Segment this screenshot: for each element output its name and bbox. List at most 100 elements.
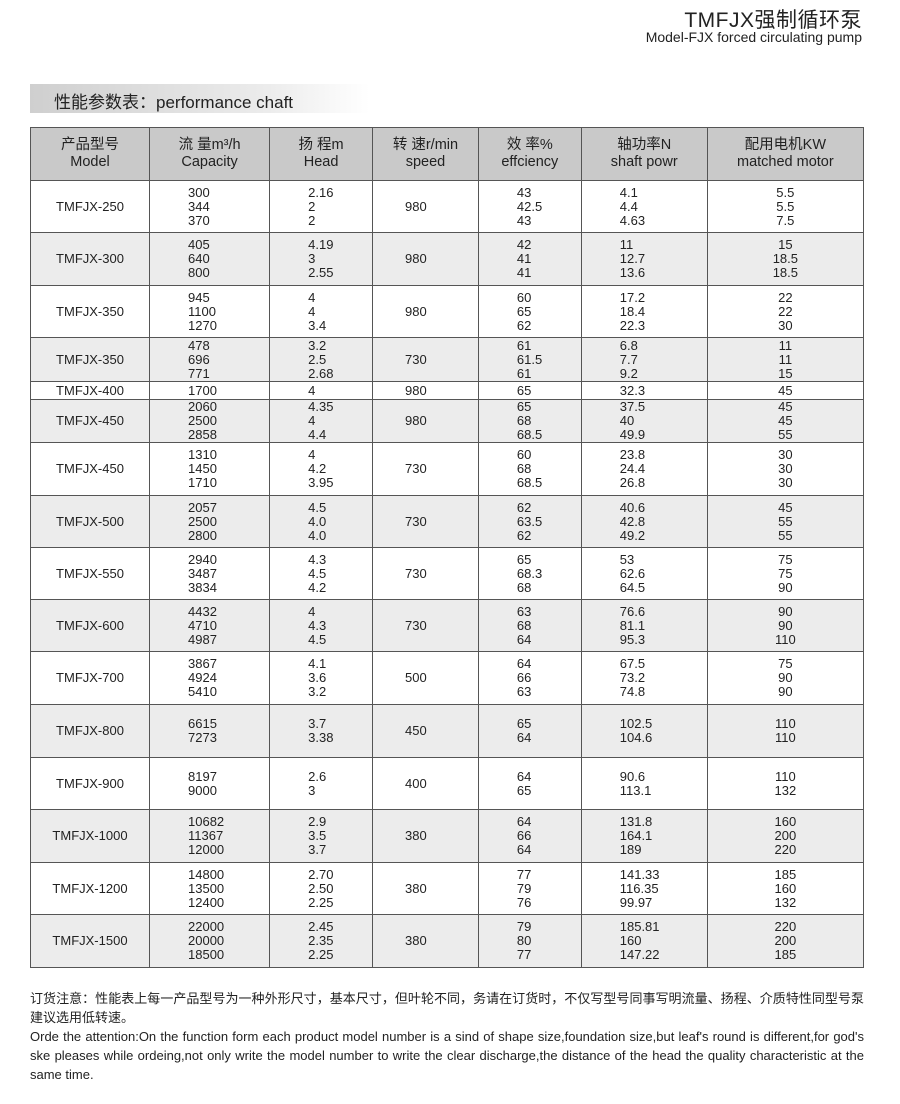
- cell-value: 7.5: [776, 212, 795, 228]
- cell-value: 800: [188, 265, 210, 280]
- cell-value: 62: [516, 499, 532, 515]
- speed-value: 500: [405, 670, 427, 685]
- cell-value: 15: [778, 365, 793, 381]
- cell-value: 12400: [188, 894, 225, 910]
- model-name: TMFJX-1000: [52, 828, 128, 843]
- cell-value: 95.3: [619, 631, 646, 647]
- cell-value: 68: [516, 579, 532, 595]
- column-header: 扬 程m Head: [269, 127, 373, 181]
- cell-value: 1270: [188, 317, 217, 333]
- shaft-power-cell: 76.6 81.1 95.3: [580, 599, 708, 652]
- motor-cell: 75 90 90: [706, 651, 865, 705]
- model-name: TMFJX-450: [56, 413, 124, 428]
- cell-value: 4.63: [619, 212, 646, 228]
- speed-cell: 980: [372, 399, 479, 443]
- model-cell: TMFJX-300: [30, 232, 150, 286]
- speed-value: 730: [405, 351, 427, 367]
- efficiency-cell: 63 68 64: [477, 599, 582, 652]
- cell-value: 12000: [188, 842, 225, 857]
- table-row: TMFJX-250 300 344 370 2.16 2 2 980 43 42.5 43 4.1 4.…: [30, 180, 865, 233]
- cell-value: 7273: [188, 730, 217, 745]
- table-row: TMFJX-700 3867 4924 5410 4.1 3.6 3.2 500 64 66 63 6…: [30, 651, 865, 705]
- cell-value: 200: [774, 933, 797, 948]
- shaft-power-cell: 37.5 40 49.9: [580, 399, 708, 443]
- cell-value: 90.6: [619, 768, 646, 784]
- efficiency-cell: 64 66 63: [477, 651, 582, 705]
- cell-value: 8197: [188, 768, 217, 784]
- efficiency-cell: 65 68.3 68: [477, 547, 582, 600]
- section-banner: 性能参数表：performance chaft: [30, 84, 370, 113]
- cell-value: 4.5: [308, 565, 327, 581]
- shaft-power-cell: 141.33 116.35 99.97: [580, 862, 708, 915]
- cell-value: 2.25: [308, 947, 334, 962]
- shaft-power-cell: 40.6 42.8 49.2: [580, 495, 708, 548]
- page-title: TMFJX强制循环泵: [684, 9, 862, 32]
- head-cell: 2.16 2 2: [269, 180, 373, 233]
- cell-value: 64: [516, 814, 532, 829]
- cell-value: 2.50: [308, 880, 334, 896]
- cell-value: 113.1: [619, 782, 652, 798]
- cell-value: 110: [774, 768, 796, 784]
- capacity-cell: 2060 2500 2858: [148, 399, 271, 443]
- cell-value: 26.8: [619, 475, 646, 490]
- cell-value: 344: [188, 198, 210, 214]
- cell-value: 104.6: [619, 730, 653, 745]
- cell-value: 64: [516, 631, 532, 647]
- model-name: TMFJX-800: [56, 723, 124, 738]
- shaft-power-cell: 67.5 73.2 74.8: [580, 651, 708, 705]
- cell-value: 62: [516, 527, 532, 543]
- capacity-cell: 405 640 800: [148, 232, 271, 286]
- model-name: TMFJX-400: [56, 382, 124, 398]
- cell-value: 110: [774, 730, 796, 745]
- cell-value: 24.4: [619, 461, 646, 476]
- column-header: 轴功率N shaft powr: [580, 127, 708, 181]
- cell-value: 14800: [188, 866, 225, 882]
- cell-value: 1310: [188, 447, 217, 462]
- cell-value: 11367: [188, 828, 224, 843]
- notice-en: Orde the attention:On the function form …: [30, 1029, 864, 1082]
- cell-value: 160: [774, 880, 797, 896]
- cell-value: 60: [516, 289, 532, 305]
- column-header-en: shaft powr: [610, 154, 678, 170]
- shaft-power-cell: 23.8 24.4 26.8: [580, 442, 708, 496]
- cell-value: 68.5: [516, 475, 543, 490]
- cell-value: 43: [516, 212, 532, 228]
- cell-value: 4.4: [308, 427, 327, 442]
- speed-cell: 730: [372, 599, 479, 652]
- speed-cell: 380: [372, 862, 479, 915]
- cell-value: 4.1: [308, 656, 327, 671]
- cell-value: 49.9: [619, 427, 646, 442]
- cell-value: 55: [778, 513, 793, 529]
- cell-value: 75: [778, 656, 793, 671]
- cell-value: 2940: [188, 551, 217, 567]
- model-name: TMFJX-250: [56, 198, 124, 214]
- shaft-power-cell: 131.8 164.1 189: [580, 809, 708, 863]
- model-name: TMFJX-550: [56, 565, 124, 581]
- cell-value: 2.70: [308, 866, 334, 882]
- model-cell: TMFJX-700: [30, 651, 150, 705]
- cell-value: 61: [516, 337, 532, 353]
- shaft-power-cell: 4.1 4.4 4.63: [580, 180, 708, 233]
- motor-cell: 45 45 55: [706, 399, 865, 443]
- speed-cell: 380: [372, 809, 479, 863]
- cell-value: 3.7: [308, 842, 327, 857]
- cell-value: 2.35: [308, 933, 334, 948]
- cell-value: 2: [308, 198, 316, 214]
- cell-value: 32.3: [619, 382, 646, 398]
- cell-value: 220: [774, 842, 797, 857]
- cell-value: 4.3: [308, 551, 327, 567]
- efficiency-cell: 64 65: [477, 757, 582, 810]
- cell-value: 18500: [188, 947, 225, 962]
- cell-value: 64: [516, 768, 532, 784]
- cell-value: 68: [516, 413, 532, 428]
- cell-value: 132: [774, 894, 797, 910]
- cell-value: 66: [516, 670, 532, 685]
- cell-value: 41: [516, 265, 532, 280]
- cell-value: 30: [778, 447, 793, 462]
- speed-cell: 380: [372, 914, 479, 968]
- motor-cell: 160 200 220: [706, 809, 865, 863]
- cell-value: 64: [516, 730, 532, 745]
- head-cell: 4.19 3 2.55: [269, 232, 373, 286]
- cell-value: 4: [308, 413, 316, 428]
